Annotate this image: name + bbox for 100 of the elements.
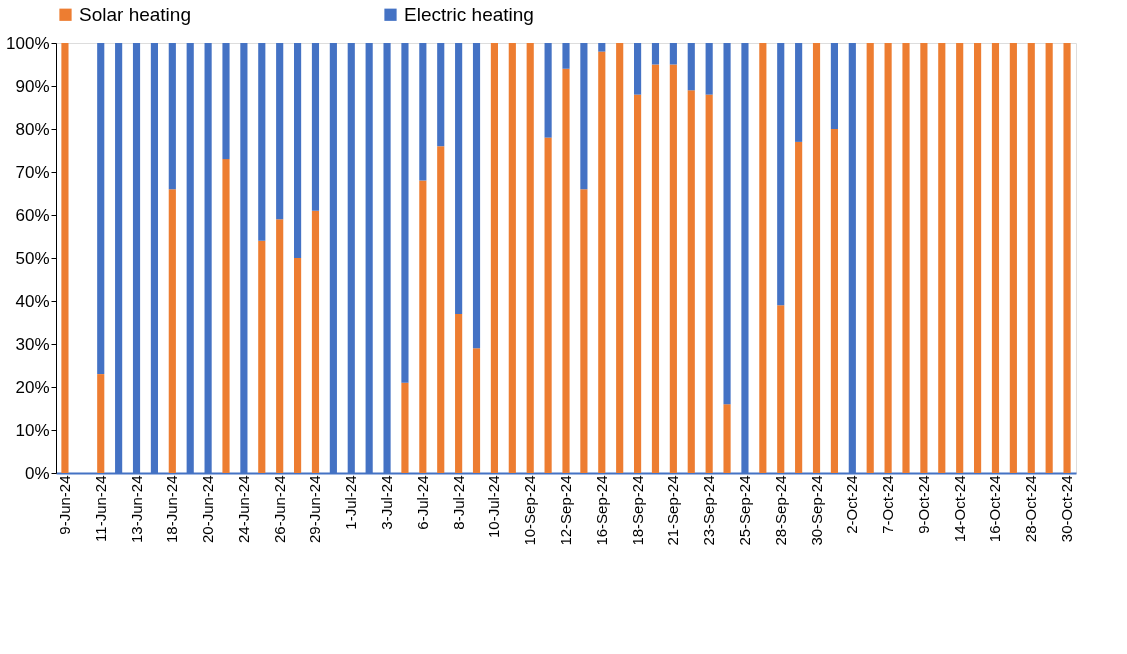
x-tick-label: 23-Sep-24	[700, 475, 718, 546]
bar	[598, 43, 606, 52]
x-tick-label: 11-Jun-24	[91, 475, 109, 542]
bar	[938, 43, 946, 473]
bar	[419, 43, 427, 181]
bar	[419, 180, 427, 473]
x-tick-label: 29-Jun-24	[306, 475, 324, 544]
x-tick-label: 8-Jul-24	[449, 475, 467, 530]
x-tick-label: 18-Jun-24	[163, 475, 181, 544]
bar	[472, 43, 481, 349]
y-tick-label: 70%	[15, 162, 50, 182]
x-tick-label: 30-Oct-24	[1058, 475, 1076, 543]
x-tick-label: 28-Oct-24	[1022, 475, 1040, 543]
bar	[687, 43, 695, 91]
x-tick-label: 10-Jul-24	[485, 475, 503, 539]
bar	[455, 43, 463, 314]
y-tick-label: 10%	[15, 420, 50, 440]
x-tick-label: 9-Jun-24	[55, 475, 73, 535]
bar	[294, 43, 302, 258]
bar	[472, 348, 481, 473]
bar	[562, 68, 570, 473]
bar	[902, 43, 910, 473]
bar	[526, 43, 534, 473]
bar	[508, 43, 516, 473]
bar	[777, 305, 785, 473]
bar	[97, 374, 105, 473]
y-tick-label: 40%	[15, 291, 50, 311]
bar	[294, 258, 302, 473]
bar	[437, 43, 445, 147]
x-tick-label: 2-Oct-24	[843, 475, 861, 534]
bar	[168, 189, 176, 473]
bar	[812, 43, 821, 473]
bar	[830, 43, 838, 129]
x-tick-label: 18-Sep-24	[628, 475, 646, 546]
y-tick-label: 0%	[24, 463, 50, 483]
bar	[97, 43, 105, 375]
bar	[401, 382, 409, 473]
bar	[723, 43, 731, 405]
legend-label: Solar heating	[79, 3, 191, 25]
bar	[580, 43, 588, 190]
bar	[544, 43, 552, 138]
x-tick-label: 7-Oct-24	[879, 475, 897, 534]
bar	[651, 43, 660, 65]
x-tick-label: 12-Sep-24	[557, 475, 574, 546]
bar	[830, 129, 838, 473]
bar	[884, 43, 892, 473]
bar	[401, 43, 409, 383]
bar	[956, 43, 964, 473]
bar	[759, 43, 767, 473]
y-tick-label: 90%	[15, 76, 50, 96]
bar	[634, 94, 642, 473]
bar	[61, 43, 69, 473]
bar	[777, 43, 785, 306]
x-tick-label: 30-Sep-24	[807, 475, 825, 546]
bar	[1063, 43, 1071, 473]
bar	[455, 313, 463, 473]
bar	[991, 43, 1000, 473]
x-tick-label: 25-Sep-24	[735, 475, 753, 546]
bar	[705, 43, 713, 95]
bar	[651, 64, 660, 473]
bar	[1045, 43, 1053, 473]
bar	[276, 43, 284, 220]
y-tick-label: 60%	[15, 205, 50, 225]
bar	[920, 43, 928, 473]
x-tick-label: 24-Jun-24	[234, 475, 252, 544]
y-tick-label: 20%	[15, 377, 50, 397]
x-tick-label: 21-Sep-24	[664, 475, 682, 546]
bar	[795, 141, 803, 473]
bar	[222, 43, 230, 160]
x-tick-label: 28-Sep-24	[771, 475, 789, 546]
bar	[222, 159, 230, 473]
bar	[580, 189, 588, 473]
bar	[1009, 43, 1017, 473]
x-tick-label: 1-Jul-24	[342, 475, 360, 530]
x-tick-label: 14-Oct-24	[950, 475, 968, 543]
bar	[544, 137, 552, 473]
x-tick-label: 10-Sep-24	[521, 475, 539, 546]
y-tick-label: 80%	[15, 119, 50, 139]
x-tick-label: 20-Jun-24	[199, 475, 217, 544]
bar	[669, 64, 677, 473]
bar	[258, 240, 266, 473]
y-tick-label: 100%	[6, 33, 50, 53]
bar	[669, 43, 677, 65]
bar	[634, 43, 642, 95]
x-tick-label: 6-Jul-24	[413, 475, 431, 530]
bar	[311, 210, 320, 473]
bar	[795, 43, 803, 142]
bar	[168, 43, 176, 190]
legend-label: Electric heating	[404, 3, 534, 25]
bar	[598, 51, 606, 473]
bar	[490, 43, 498, 473]
bar	[311, 43, 320, 211]
y-tick-label: 30%	[15, 334, 50, 354]
bar	[974, 43, 982, 473]
y-tick-label: 50%	[15, 248, 50, 268]
bar	[1027, 43, 1035, 473]
bar	[705, 94, 713, 473]
bar	[562, 43, 570, 69]
bar	[866, 43, 874, 473]
x-tick-label: 13-Jun-24	[127, 475, 145, 544]
